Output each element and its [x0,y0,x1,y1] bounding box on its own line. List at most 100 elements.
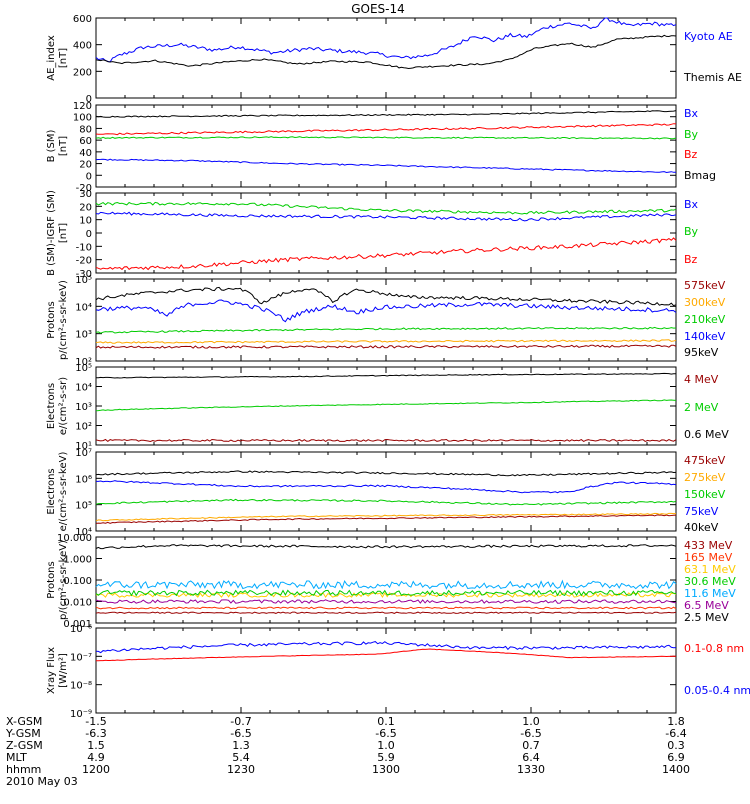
series-line-0-05-0-4-nm [95,641,677,654]
series-line-bmag [95,110,677,118]
y-tick-label: 0.100 [63,576,92,587]
x-axis-value: -1.5 [85,715,106,728]
series-line-6-5-mev [95,599,677,604]
y-tick-label: 10⁵ [75,275,92,286]
panel-bigrf: -30 -20 -10 0 10 20 30 B (SM)-IGRF (SM) [nT] Bx By… [46,189,699,280]
panel-electrons_mev: 10¹ 10² 10³ 10⁴ 10⁵ Electrons e/(cm²-s-sr) 4 Me… [46,363,729,452]
x-axis-value: 1.5 [87,739,105,752]
y-axis-label: B (SM) [46,129,57,162]
panel-ae: 0 200 400 600 AE_index [nT] Kyoto AE Themis AE [46,14,742,105]
panel-protons_kev: 10² 10³ 10⁴ 10⁵ Protons p/(cm²-s-sr-keV) 575ke… [46,275,726,368]
x-axis-value: -6.5 [520,727,541,740]
y-tick-label: 400 [73,41,92,52]
legend-label: Kyoto AE [684,30,733,43]
panel-protons_mev: 0.001 0.010 0.100 1.000 10.000 Protons p/(cm²-… [46,533,736,630]
series-line-40kev [95,470,677,477]
y-axis-label: Protons [46,301,57,338]
y-tick-label: 10 [79,216,92,227]
series-line-63-1-mev [95,592,677,599]
x-axis-value: 1.8 [667,715,685,728]
y-tick-label: 20 [79,202,92,213]
panel-frame [95,366,677,446]
x-axis-value: -6.3 [85,727,106,740]
legend-label: 11.6 MeV [684,587,736,600]
legend-label: 63.1 MeV [684,563,736,576]
legend-label: 30.6 MeV [684,575,736,588]
x-axis-value: 1.0 [377,739,395,752]
series-line-by [95,136,677,140]
legend-label: 0.1-0.8 nm [684,642,744,655]
legend-label: 300keV [684,296,726,309]
series-line-433-mev [95,611,677,614]
y-tick-label: -20 [76,256,92,267]
panel-frame [95,451,677,532]
y-tick-label: 10.000 [57,533,92,544]
series-line-2-5-mev [95,544,677,550]
series-line-210kev [95,326,677,334]
panel-frame [95,17,677,99]
y-tick-label: 10² [75,422,92,433]
y-tick-label: 10⁻⁶ [70,624,92,635]
y-tick-label: 10⁻⁷ [70,652,92,663]
legend-label: Bz [684,253,698,266]
y-axis-label: e/(cm²-s-sr-keV) [58,452,69,532]
y-tick-label: 20 [79,160,92,171]
series-line-575kev [95,344,677,349]
series-line-bz [95,237,677,271]
y-tick-label: -30 [76,269,92,280]
y-axis-label: e/(cm²-s-sr) [58,377,69,435]
legend-label: Themis AE [683,71,742,84]
series-line-0-1-0-8-nm [96,648,677,662]
legend-label: By [684,128,699,141]
y-axis-label: [nT] [58,136,69,156]
y-axis-label: [nT] [58,48,69,68]
y-tick-label: 10⁵ [75,501,92,512]
series-line-0-6-mev [96,372,677,379]
y-tick-label: 120 [73,101,92,112]
legend-label: 0.6 MeV [684,428,729,441]
x-axis-value: 1230 [227,763,255,776]
y-tick-label: 0 [86,229,92,240]
panel-frame [95,104,677,188]
series-line-themis-ae [95,34,677,70]
x-axis-value: 4.9 [87,751,105,764]
y-tick-label: 10⁻⁹ [70,709,92,720]
y-tick-label: 0.010 [63,598,92,609]
x-axis-value: 1200 [82,763,110,776]
y-axis-label: [W/m²] [58,653,69,688]
y-axis-label: B (SM)-IGRF (SM) [46,190,57,276]
y-tick-label: 10³ [75,330,92,341]
legend-label: 2.5 MeV [684,611,729,624]
x-axis-value: 1400 [662,763,690,776]
y-tick-label: 40 [79,148,92,159]
panel-frame [95,627,677,714]
series-line-150kev [95,498,677,506]
series-line-bx [95,158,676,174]
x-axis-value: 0.7 [522,739,540,752]
series-line-2-mev [95,399,677,412]
legend-label: By [684,225,699,238]
y-axis-label: Electrons [46,468,57,514]
series-line-75kev [96,480,677,494]
legend-label: Bx [684,107,699,120]
legend-label: 95keV [684,346,719,359]
legend-label: 275keV [684,471,726,484]
x-axis-value: -0.7 [230,715,251,728]
series-line-kyoto-ae [95,17,677,63]
x-axis-value: 5.9 [377,751,395,764]
y-tick-label: 10² [75,357,92,368]
y-axis-label: Protons [46,561,57,598]
series-line-by [95,201,677,215]
x-axis-value: -6.4 [665,727,686,740]
series-line-30-6-mev [95,589,677,597]
x-axis-row-label: X-GSM [6,715,42,728]
panel-frame [95,536,677,624]
x-axis-value: 1330 [517,763,545,776]
x-axis-value: 1.3 [232,739,250,752]
x-axis-row-label: MLT [6,751,27,764]
y-axis-label: Xray Flux [46,647,57,694]
y-tick-label: 0 [86,94,92,105]
